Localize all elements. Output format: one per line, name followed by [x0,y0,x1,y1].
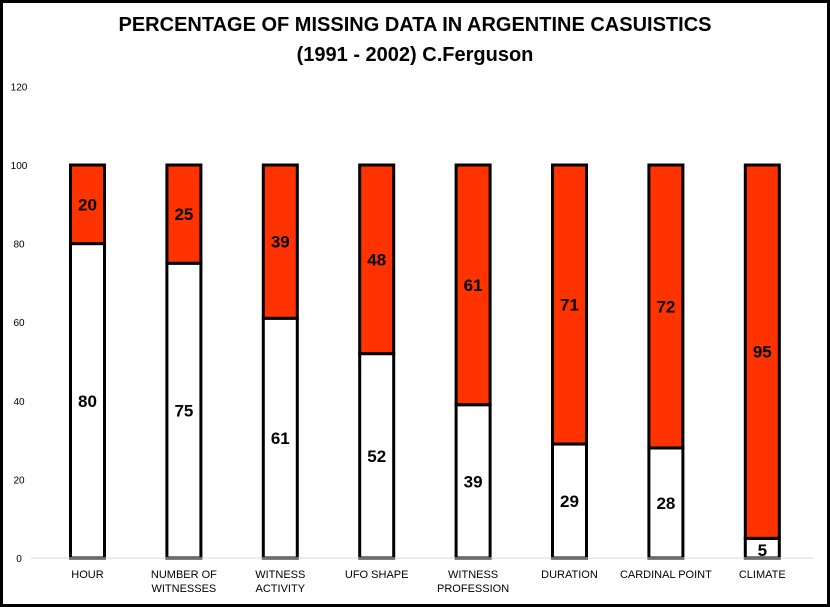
data-label: 20 [78,195,97,214]
data-label: 29 [560,492,579,511]
category-label: HOUR [71,569,104,581]
bar-segment-missing [261,163,299,320]
chart-frame: PERCENTAGE OF MISSING DATA IN ARGENTINE … [3,3,827,604]
data-label: 75 [174,402,193,421]
data-label: 61 [464,276,483,295]
category-label: CLIMATE [738,569,786,581]
data-label: 52 [367,447,386,466]
bar-segment-missing [358,163,396,356]
data-label: 80 [78,392,97,411]
bar-segment-present [69,242,106,560]
category-label: WITNESS PROFESSION [437,569,510,595]
chart-title: PERCENTAGE OF MISSING DATA IN ARGENTINE … [118,14,712,36]
category-label: WITNESS ACTIVITY [255,569,306,595]
bar-segment-missing [743,163,781,540]
y-tick-label: 80 [13,240,25,251]
y-tick-label: 120 [11,82,28,93]
bar-segment-missing [165,163,203,265]
y-tick-label: 60 [13,318,25,329]
data-label: 28 [656,494,675,513]
bar-segment-present [454,403,492,560]
bar-segment-missing [551,163,588,446]
data-label: 5 [758,541,767,560]
y-tick-label: 0 [16,554,22,565]
y-tick-label: 20 [13,475,25,486]
data-label: 25 [174,205,193,224]
data-label: 39 [464,472,483,491]
category-label: NUMBER OF WITNESSES [150,569,217,595]
data-label: 61 [271,429,290,448]
data-label: 71 [560,296,579,315]
chart-subtitle: (1991 - 2002) C.Ferguson [296,44,534,66]
bar-segment-missing [69,163,106,246]
bar-segment-missing [647,163,685,450]
bar-segment-missing [454,163,492,407]
data-label: 95 [753,343,772,362]
y-tick-label: 40 [13,397,25,408]
data-label: 48 [367,250,386,269]
data-label: 72 [656,297,675,316]
y-tick-label: 100 [11,161,28,172]
category-label: UFO SHAPE [344,569,409,581]
category-label: DURATION [541,569,598,581]
category-label: CARDINAL POINT [619,569,712,581]
chart-plot: 0 20 40 60 80 100 120 80 20 75 25 61 39 52 48 39 61 29 71 2… [11,82,813,565]
data-label: 39 [271,233,290,252]
bar-segment-present [165,261,203,560]
